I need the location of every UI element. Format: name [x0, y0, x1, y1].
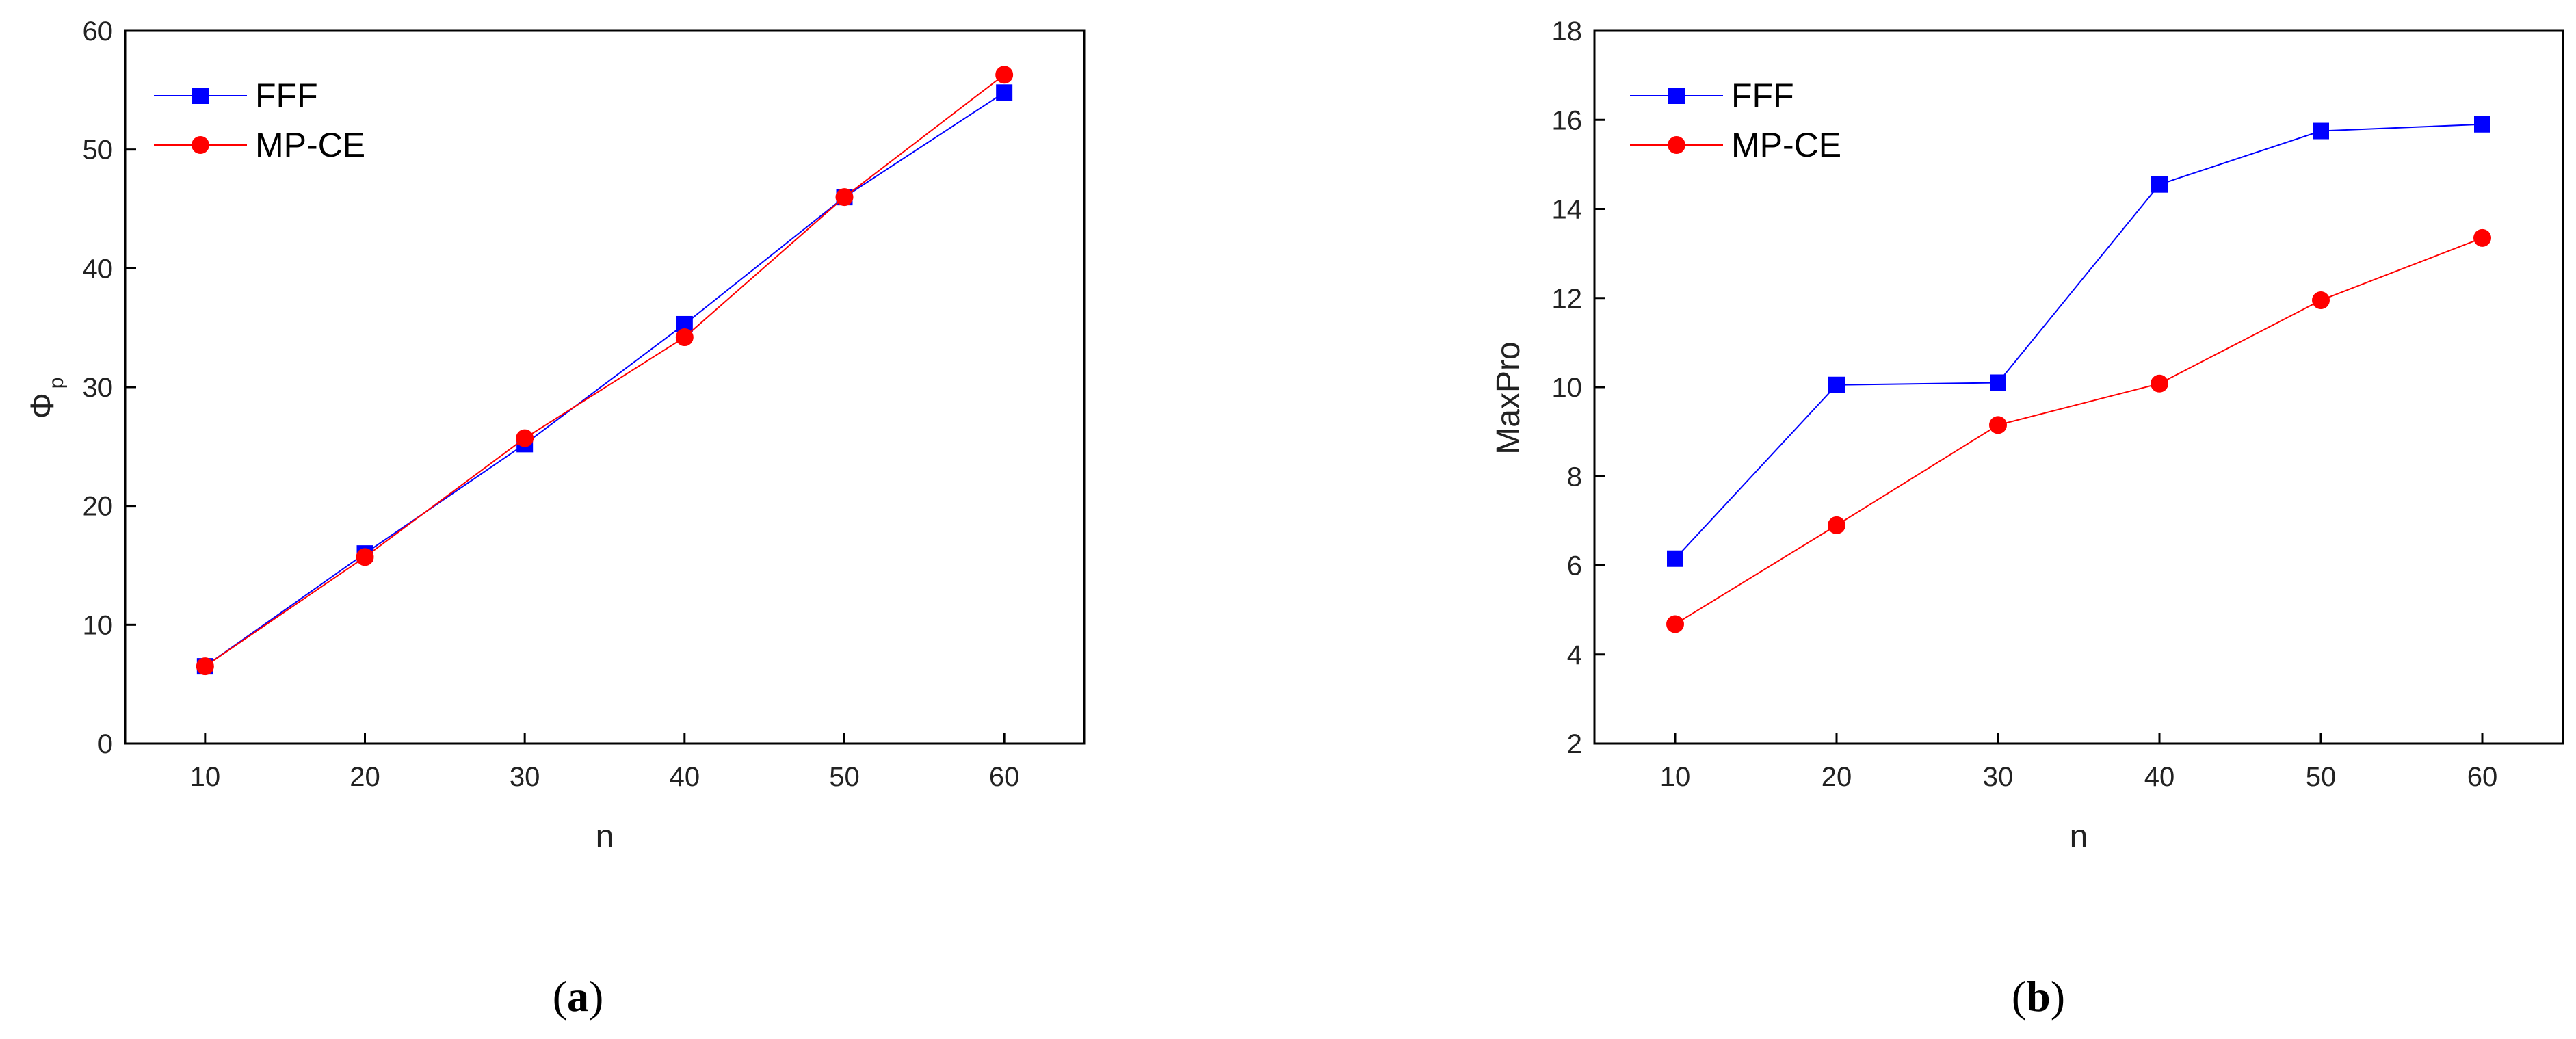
y-tick-label: 18 [1552, 16, 1583, 47]
chart-b: 2 4 6 8 10 12 14 16 18 10 20 30 40 50 60 n MaxPro FFF MP-C… [1490, 16, 2564, 1021]
y-tick-label: 12 [1552, 284, 1583, 314]
y-tick-label: 40 [83, 254, 114, 284]
y-tick-label: 0 [98, 729, 113, 759]
data-point-fff [1667, 550, 1683, 567]
series-line-fff [205, 92, 1005, 667]
data-point-fff [2151, 176, 2168, 193]
data-point-mp-ce [356, 548, 374, 566]
x-tick-label: 50 [829, 762, 860, 792]
series-line-mp-ce [205, 74, 1005, 667]
data-point-fff [1990, 374, 2006, 391]
x-tick-label: 40 [2144, 762, 2175, 792]
y-tick-label: 8 [1567, 462, 1582, 492]
x-tick-label: 50 [2306, 762, 2337, 792]
x-tick-label: 20 [1822, 762, 1852, 792]
y-tick-label: 10 [1552, 373, 1583, 403]
y-tick-label: 20 [83, 492, 114, 522]
legend-label-mp-ce: MP-CE [255, 126, 365, 164]
y-tick-label: 60 [83, 16, 114, 47]
data-point-mp-ce [835, 188, 854, 207]
y-tick-label: 14 [1552, 195, 1583, 225]
x-tick-label: 20 [350, 762, 380, 792]
series-line-fff [1674, 123, 2483, 560]
y-tick-label: 4 [1567, 640, 1582, 670]
y-tick-label: 6 [1567, 551, 1582, 581]
series-line-mp-ce [1674, 237, 2483, 625]
y-tick-label: 30 [83, 373, 114, 403]
x-tick-label: 40 [670, 762, 700, 792]
y-tick-label: 50 [83, 135, 114, 166]
legend-marker-mp-ce [1668, 136, 1685, 154]
legend-label-mp-ce: MP-CE [1731, 126, 1841, 164]
legend-marker-fff [192, 88, 209, 104]
y-tick-label: 2 [1567, 729, 1582, 759]
legend-label-fff: FFF [255, 77, 318, 115]
data-point-mp-ce [995, 66, 1014, 84]
data-point-mp-ce [1666, 615, 1684, 633]
data-point-mp-ce [1828, 516, 1845, 534]
data-point-mp-ce [675, 328, 694, 347]
panel-label: (a) [553, 972, 604, 1021]
y-axis-label: MaxPro [1490, 341, 1527, 454]
data-point-mp-ce [1989, 416, 2007, 434]
data-point-fff [1828, 376, 1845, 393]
data-point-mp-ce [2473, 228, 2491, 247]
data-point-fff [996, 84, 1013, 101]
panel-label: (b) [2012, 972, 2065, 1021]
y-tick-label: 10 [83, 610, 114, 640]
data-point-mp-ce [196, 657, 214, 676]
x-tick-label: 30 [1983, 762, 2014, 792]
x-tick-label: 10 [190, 762, 221, 792]
x-axis-label: n [2070, 819, 2088, 855]
x-tick-label: 30 [510, 762, 540, 792]
x-axis-label: n [596, 819, 614, 855]
legend-marker-fff [1668, 88, 1685, 104]
data-point-fff [2313, 122, 2329, 140]
legend-marker-mp-ce [192, 136, 209, 154]
x-tick-label: 60 [989, 762, 1020, 792]
data-point-fff [2474, 116, 2490, 133]
chart-a: 0 10 20 30 40 50 60 10 20 30 40 50 60 n Φp FFF MP-CE (a) [25, 16, 1086, 1021]
x-tick-label: 60 [2467, 762, 2498, 792]
data-point-mp-ce [516, 429, 534, 447]
y-tick-label: 16 [1552, 105, 1583, 135]
legend-label-fff: FFF [1731, 77, 1794, 115]
data-point-mp-ce [2312, 291, 2330, 310]
x-tick-label: 10 [1660, 762, 1691, 792]
y-axis-label: Φp [25, 378, 68, 419]
data-point-mp-ce [2151, 374, 2168, 393]
